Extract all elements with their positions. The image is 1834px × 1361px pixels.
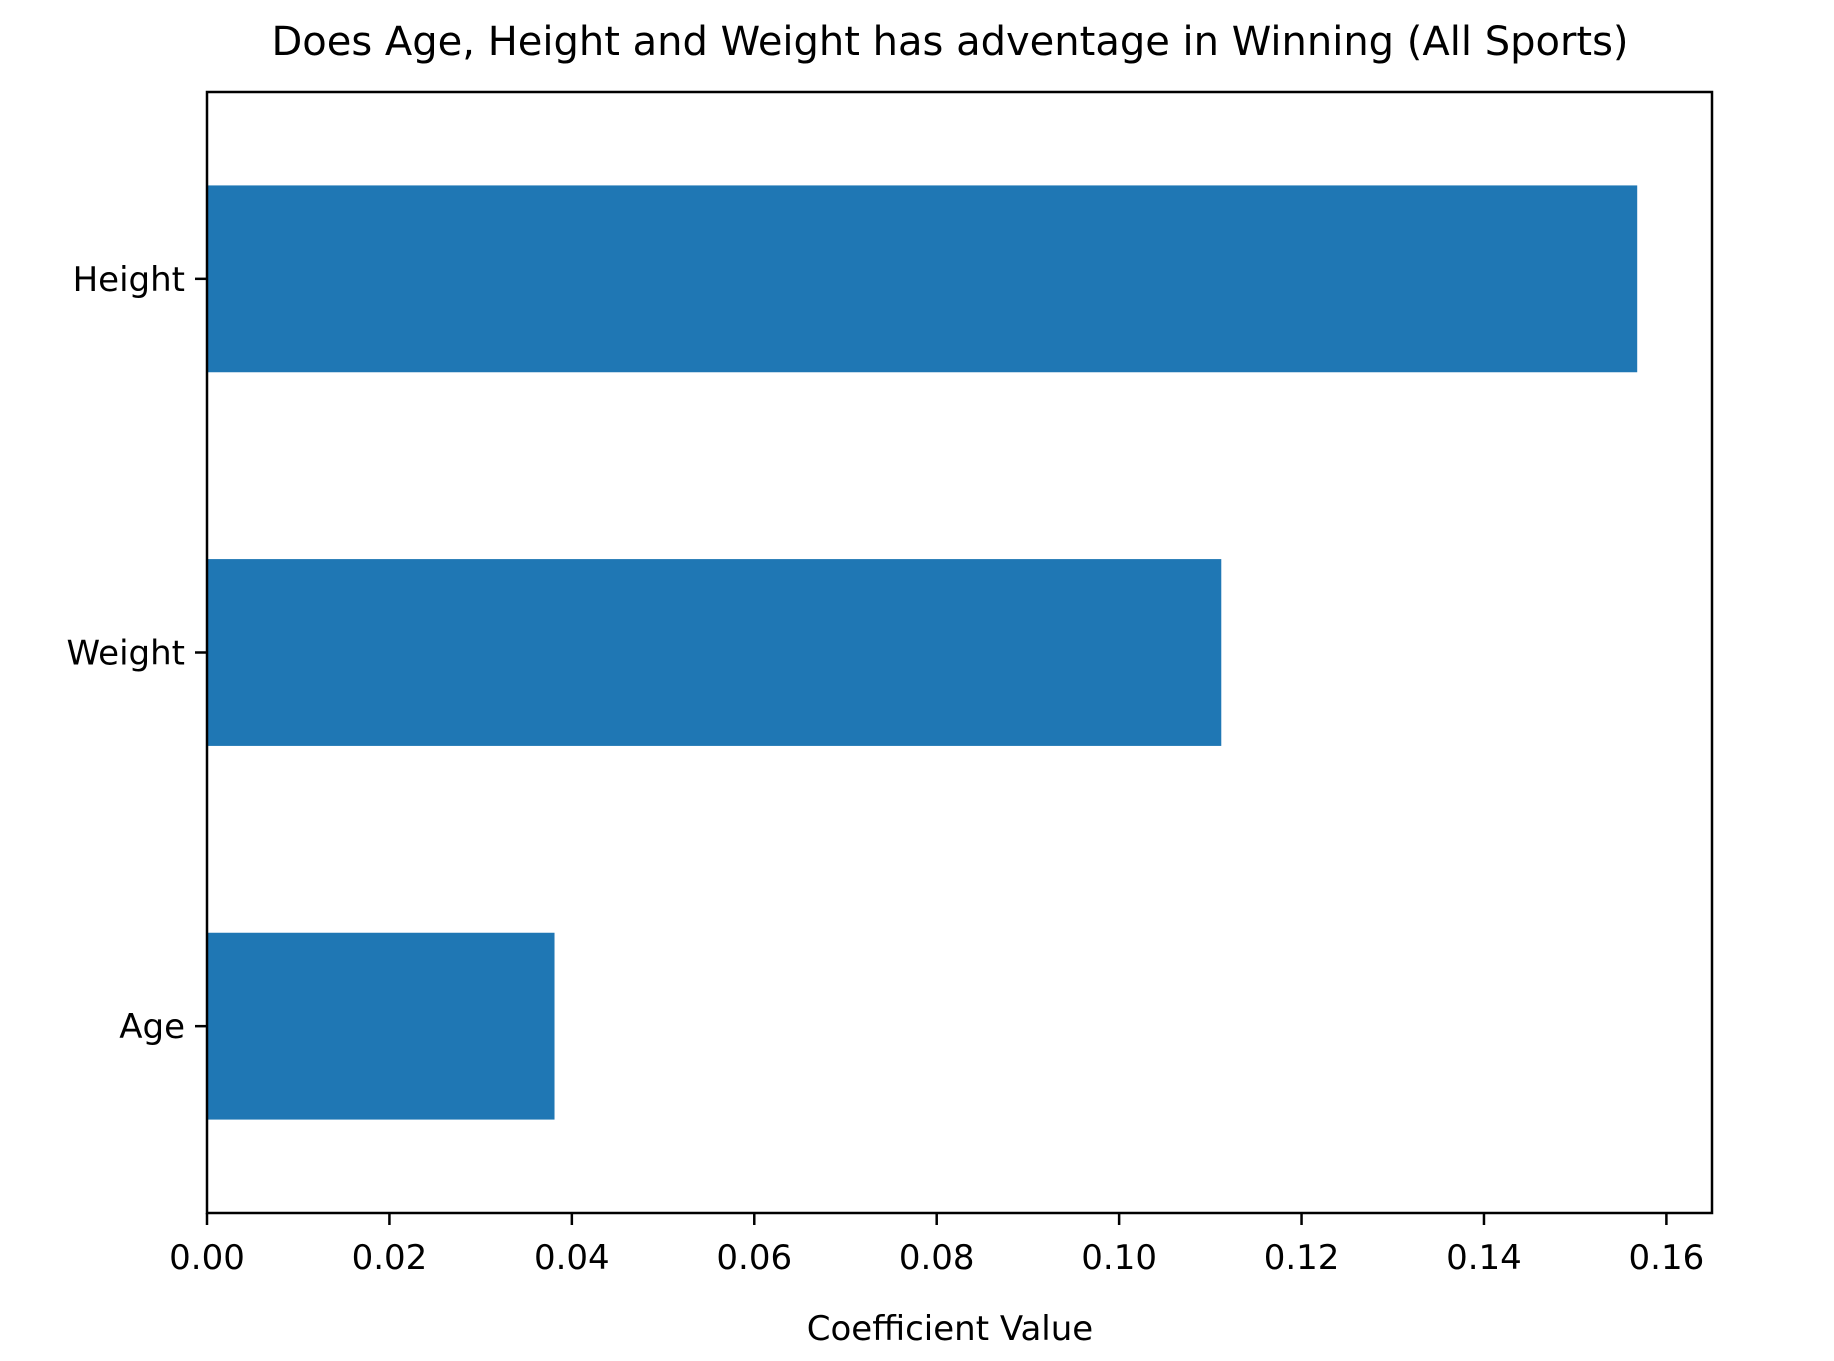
x-tick-label: 0.14 — [1446, 1238, 1522, 1278]
chart-title: Does Age, Height and Weight has adventag… — [271, 19, 1628, 65]
x-axis-label: Coefficient Value — [807, 1309, 1093, 1349]
bar-weight — [207, 559, 1222, 746]
bar-height — [207, 185, 1638, 373]
x-tick-label: 0.08 — [899, 1238, 975, 1278]
y-tick-label-height: Height — [73, 260, 185, 300]
x-tick-label: 0.06 — [716, 1238, 792, 1278]
y-tick-label-age: Age — [119, 1007, 185, 1047]
x-tick-label: 0.00 — [169, 1238, 245, 1278]
x-tick-label: 0.04 — [534, 1238, 610, 1278]
x-tick-label: 0.10 — [1081, 1238, 1157, 1278]
x-tick-label: 0.12 — [1264, 1238, 1340, 1278]
plot-area: Age Weight Height 0.00 0.02 0.04 0.06 0.08 0.10 0… — [67, 90, 1714, 1278]
y-tick-label-weight: Weight — [67, 634, 185, 674]
x-tick-label: 0.02 — [352, 1238, 428, 1278]
bar-age — [207, 932, 555, 1120]
x-tick-label: 0.16 — [1629, 1238, 1705, 1278]
